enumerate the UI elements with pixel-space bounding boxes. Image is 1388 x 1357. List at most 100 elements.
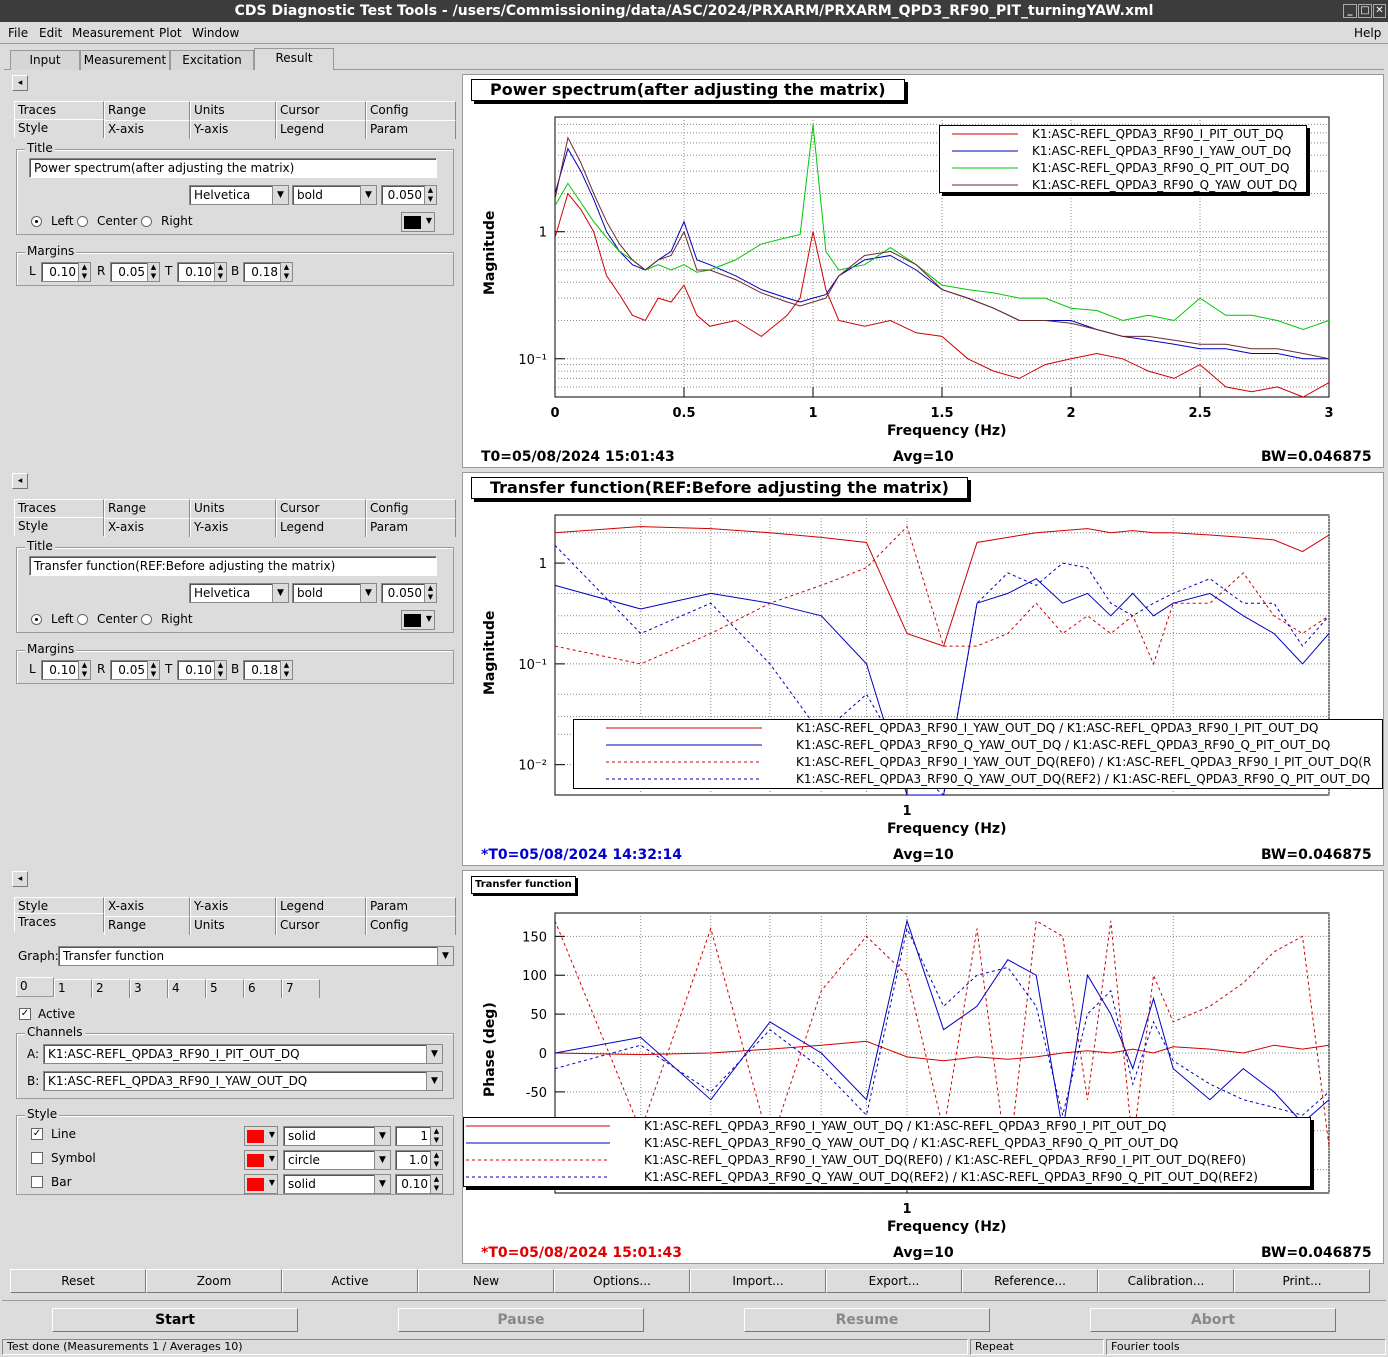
tab-traces[interactable]: Traces bbox=[14, 101, 104, 120]
export-button[interactable]: Export... bbox=[826, 1269, 962, 1293]
tab-config[interactable]: Config bbox=[366, 499, 456, 518]
trace-tab-5[interactable]: 5 bbox=[206, 979, 244, 998]
tab-units[interactable]: Units bbox=[190, 499, 276, 518]
trace-tab-7[interactable]: 7 bbox=[282, 979, 320, 998]
size-spin[interactable]: 0.050 ▲ ▼ bbox=[381, 185, 437, 205]
pause-button[interactable]: Pause bbox=[398, 1308, 644, 1332]
spin-arrows-icon[interactable]: ▲ ▼ bbox=[280, 661, 292, 679]
reference-button[interactable]: Reference... bbox=[962, 1269, 1098, 1293]
tab-input[interactable]: Input bbox=[10, 50, 80, 70]
collapse-arrow-icon[interactable]: ◂ bbox=[12, 75, 28, 91]
title-input[interactable]: Power spectrum(after adjusting the matri… bbox=[29, 158, 437, 178]
bar-width-spin[interactable]: 0.10 ▲ ▼ bbox=[395, 1174, 443, 1194]
active-button[interactable]: Active bbox=[282, 1269, 418, 1293]
symbol-style-select[interactable]: circle ▼ bbox=[283, 1150, 391, 1170]
symbol-size-spin[interactable]: 1.0 ▲ ▼ bbox=[395, 1150, 443, 1170]
plot-panel-2[interactable]: Transfer function(REF:Before adjusting t… bbox=[462, 472, 1384, 866]
bar-color-button[interactable]: ▼ bbox=[244, 1174, 278, 1194]
tab-cursor[interactable]: Cursor bbox=[276, 916, 366, 935]
tab-range[interactable]: Range bbox=[104, 916, 190, 935]
tab-xaxis[interactable]: X-axis bbox=[104, 518, 190, 537]
radio-center[interactable] bbox=[77, 614, 88, 625]
spin-arrows-icon[interactable]: ▲ ▼ bbox=[424, 186, 436, 204]
trace-tab-3[interactable]: 3 bbox=[130, 979, 168, 998]
radio-right[interactable] bbox=[141, 216, 152, 227]
maximize-icon[interactable]: □ bbox=[1358, 4, 1372, 18]
radio-right[interactable] bbox=[141, 614, 152, 625]
menu-measurement[interactable]: Measurement bbox=[72, 26, 155, 40]
radio-left[interactable] bbox=[31, 216, 42, 227]
font-select[interactable]: Helvetica ▼ bbox=[189, 185, 289, 205]
resume-button[interactable]: Resume bbox=[744, 1308, 990, 1332]
tab-style[interactable]: Style bbox=[14, 517, 104, 536]
close-icon[interactable]: ✕ bbox=[1373, 4, 1386, 18]
weight-select[interactable]: bold ▼ bbox=[292, 583, 377, 603]
spin-arrows-icon[interactable]: ▲ ▼ bbox=[78, 661, 90, 679]
font-select[interactable]: Helvetica ▼ bbox=[189, 583, 289, 603]
abort-button[interactable]: Abort bbox=[1090, 1308, 1336, 1332]
trace-tab-1[interactable]: 1 bbox=[54, 979, 92, 998]
margin-t-spin[interactable]: 0.10 ▲ ▼ bbox=[177, 262, 227, 282]
import-button[interactable]: Import... bbox=[690, 1269, 826, 1293]
symbol-color-button[interactable]: ▼ bbox=[244, 1150, 278, 1170]
start-button[interactable]: Start bbox=[52, 1308, 298, 1332]
collapse-arrow-icon[interactable]: ◂ bbox=[12, 473, 28, 489]
spin-arrows-icon[interactable]: ▲ ▼ bbox=[214, 661, 226, 679]
plot-panel-3[interactable]: Transfer function 150 100 50 0 -50 1 K1:ASC-R… bbox=[462, 870, 1384, 1264]
tab-traces[interactable]: Traces bbox=[14, 499, 104, 518]
menu-help[interactable]: Help bbox=[1354, 26, 1382, 40]
channel-b-select[interactable]: K1:ASC-REFL_QPDA3_RF90_I_YAW_OUT_DQ ▼ bbox=[43, 1071, 443, 1091]
spin-arrows-icon[interactable]: ▲ ▼ bbox=[430, 1127, 442, 1145]
size-spin[interactable]: 0.050 ▲ ▼ bbox=[381, 583, 437, 603]
spin-arrows-icon[interactable]: ▲ ▼ bbox=[280, 263, 292, 281]
active-checkbox[interactable]: ✓ bbox=[19, 1008, 31, 1020]
minimize-icon[interactable]: _ bbox=[1343, 4, 1357, 18]
margin-l-spin[interactable]: 0.10 ▲ ▼ bbox=[41, 660, 91, 680]
tab-excitation[interactable]: Excitation bbox=[170, 50, 254, 70]
tab-legend[interactable]: Legend bbox=[276, 120, 366, 139]
bar-style-select[interactable]: solid ▼ bbox=[283, 1174, 391, 1194]
margin-r-spin[interactable]: 0.05 ▲ ▼ bbox=[110, 262, 160, 282]
tab-result[interactable]: Result bbox=[254, 48, 334, 70]
tab-yaxis[interactable]: Y-axis bbox=[190, 897, 276, 916]
margin-r-spin[interactable]: 0.05 ▲ ▼ bbox=[110, 660, 160, 680]
line-checkbox[interactable]: ✓ bbox=[31, 1128, 43, 1140]
tab-legend[interactable]: Legend bbox=[276, 518, 366, 537]
trace-tab-4[interactable]: 4 bbox=[168, 979, 206, 998]
tab-yaxis[interactable]: Y-axis bbox=[190, 518, 276, 537]
margin-b-spin[interactable]: 0.18 ▲ ▼ bbox=[243, 262, 293, 282]
zoom-button[interactable]: Zoom bbox=[146, 1269, 282, 1293]
title-input[interactable]: Transfer function(REF:Before adjusting t… bbox=[29, 556, 437, 576]
spin-arrows-icon[interactable]: ▲ ▼ bbox=[430, 1151, 442, 1169]
graph-select[interactable]: Transfer function ▼ bbox=[58, 946, 454, 966]
tab-legend[interactable]: Legend bbox=[276, 897, 366, 916]
symbol-checkbox[interactable] bbox=[31, 1152, 43, 1164]
menu-edit[interactable]: Edit bbox=[39, 26, 63, 40]
spin-arrows-icon[interactable]: ▲ ▼ bbox=[430, 1175, 442, 1193]
spin-arrows-icon[interactable]: ▲ ▼ bbox=[147, 263, 159, 281]
transfer-magnitude-chart[interactable]: 1 10⁻¹ 10⁻² 1 bbox=[463, 473, 1383, 865]
new-button[interactable]: New bbox=[418, 1269, 554, 1293]
collapse-arrow-icon[interactable]: ◂ bbox=[12, 871, 28, 887]
tab-units[interactable]: Units bbox=[190, 916, 276, 935]
margin-t-spin[interactable]: 0.10 ▲ ▼ bbox=[177, 660, 227, 680]
options-button[interactable]: Options... bbox=[554, 1269, 690, 1293]
tab-param[interactable]: Param bbox=[366, 518, 456, 537]
tab-range[interactable]: Range bbox=[104, 101, 190, 120]
tab-range[interactable]: Range bbox=[104, 499, 190, 518]
calibration-button[interactable]: Calibration... bbox=[1098, 1269, 1234, 1293]
tab-style[interactable]: Style bbox=[14, 897, 104, 916]
line-color-button[interactable]: ▼ bbox=[244, 1126, 278, 1146]
tab-cursor[interactable]: Cursor bbox=[276, 101, 366, 120]
bar-checkbox[interactable] bbox=[31, 1176, 43, 1188]
tab-xaxis[interactable]: X-axis bbox=[104, 120, 190, 139]
weight-select[interactable]: bold ▼ bbox=[292, 185, 377, 205]
margin-b-spin[interactable]: 0.18 ▲ ▼ bbox=[243, 660, 293, 680]
reset-button[interactable]: Reset bbox=[10, 1269, 146, 1293]
menu-plot[interactable]: Plot bbox=[159, 26, 182, 40]
tab-units[interactable]: Units bbox=[190, 101, 276, 120]
tab-style[interactable]: Style bbox=[14, 119, 104, 138]
line-style-select[interactable]: solid ▼ bbox=[283, 1126, 391, 1146]
menu-window[interactable]: Window bbox=[192, 26, 240, 40]
spin-arrows-icon[interactable]: ▲ ▼ bbox=[147, 661, 159, 679]
